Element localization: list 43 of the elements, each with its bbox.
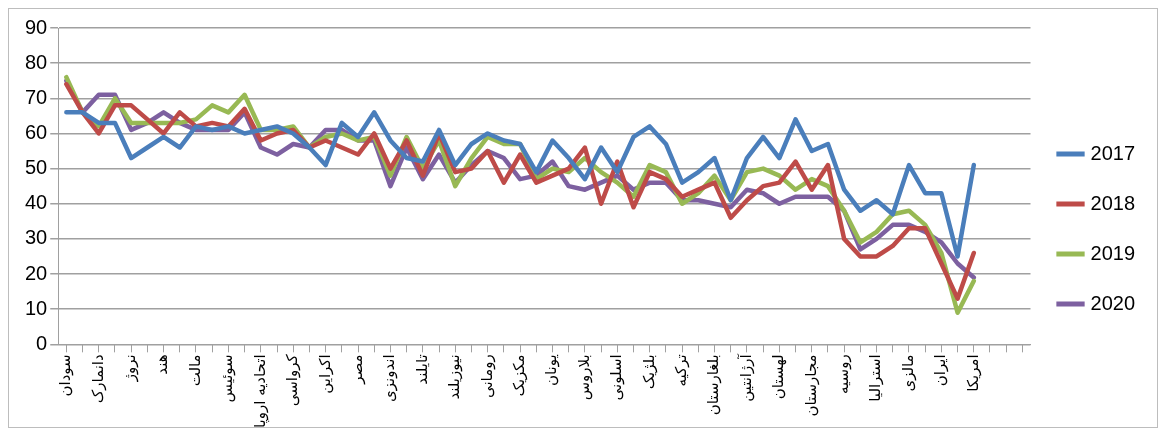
x-tick-label: اسلونی — [607, 354, 626, 401]
x-tick-label: اکراین — [315, 354, 334, 394]
x-tick-label: آرژانتین — [736, 353, 755, 402]
x-tick-label: بلژیک — [639, 354, 658, 390]
x-tick-label: روسیه — [834, 354, 853, 394]
y-tick-label: 60 — [25, 120, 48, 143]
x-tick-label: ایران — [931, 354, 950, 387]
y-tick-label: 10 — [25, 296, 48, 319]
x-tick-label: مالزی — [898, 354, 917, 392]
y-tick-label: 70 — [25, 85, 48, 108]
x-tick-label: نیوزیلند — [445, 354, 464, 400]
x-tick-label: هند — [153, 354, 172, 375]
x-tick-label: اندونزی — [380, 354, 399, 402]
x-tick-label: یونان — [542, 354, 561, 387]
x-tick-label: سودان — [56, 354, 75, 397]
x-tick-label: بلاروس — [574, 354, 593, 401]
x-tick-label: مصر — [347, 354, 366, 385]
y-tick-label: 30 — [25, 226, 48, 249]
x-tick-label: کرواسی — [283, 353, 302, 407]
legend-label: 2019 — [1090, 241, 1136, 264]
legend-label: 2018 — [1090, 191, 1136, 214]
legend-label: 2020 — [1090, 291, 1136, 314]
x-tick-label: سوئیس — [218, 354, 237, 403]
x-tick-label: دانمارک — [88, 354, 107, 404]
legend-label: 2017 — [1090, 141, 1136, 164]
x-tick-label: تایلند — [412, 354, 431, 385]
x-tick-label: مکزیک — [509, 354, 528, 397]
x-tick-label: استرالیا — [866, 354, 885, 402]
y-tick-label: 40 — [25, 191, 48, 214]
y-tick-label: 0 — [36, 331, 48, 354]
x-tick-label: امریکا — [963, 354, 982, 392]
x-tick-label: رومانی — [477, 354, 496, 399]
x-tick-label: اتحادیه اروپا — [250, 354, 270, 429]
y-tick-label: 80 — [25, 50, 48, 73]
x-tick-label: نروژ — [121, 354, 140, 383]
x-tick-label: مجارستان — [801, 354, 820, 417]
x-tick-label: لهستان — [769, 354, 788, 400]
y-tick-label: 50 — [25, 156, 48, 179]
x-tick-label: بلغارستان — [704, 354, 723, 416]
x-tick-label: مالت — [185, 354, 204, 387]
x-tick-label: ترکیه — [672, 354, 690, 387]
y-tick-label: 20 — [25, 261, 48, 284]
y-tick-label: 90 — [25, 15, 48, 38]
